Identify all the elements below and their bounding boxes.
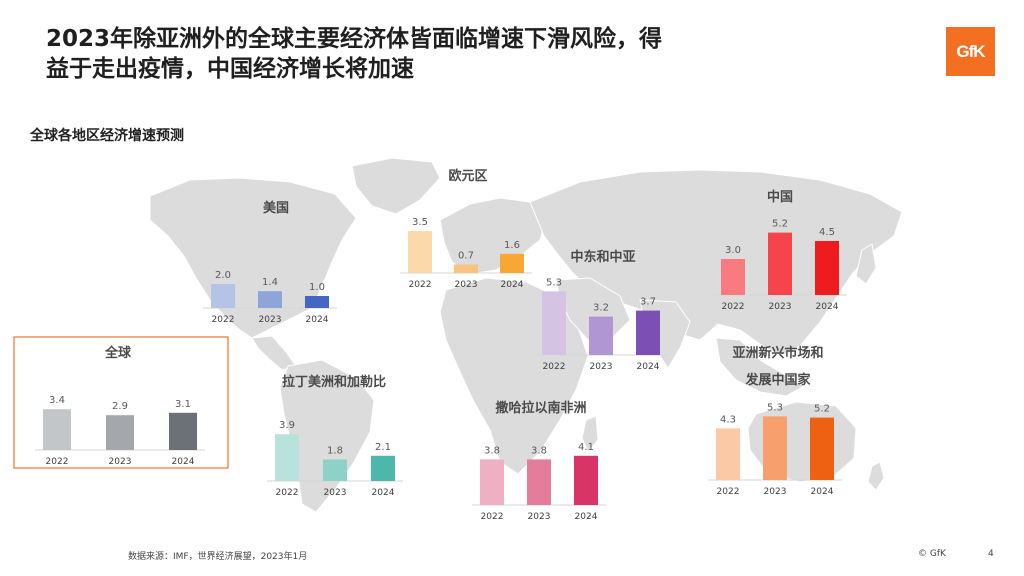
data-label: 4.3 [720,414,736,425]
japan-shape [855,243,877,285]
bar [305,296,329,308]
data-label: 2.9 [112,401,128,412]
data-label: 3.8 [484,445,500,456]
page-title: 2023年除亚洲外的全球主要经济体皆面临增速下滑风险，得 益于走出疫情，中国经济… [46,24,746,84]
tick-label: 2024 [816,302,839,312]
data-label: 2.0 [215,270,231,281]
data-label: 3.7 [640,297,656,308]
bar [371,455,395,481]
data-label: 1.8 [327,445,343,456]
bar [589,316,613,355]
tick-label: 2023 [259,315,282,325]
bar [454,264,478,273]
data-label: 5.2 [814,404,830,415]
tick-label: 2023 [324,488,347,498]
bar [810,417,834,480]
page-number: 4 [988,549,994,559]
data-label: 5.3 [767,402,783,413]
bar [721,259,745,295]
bar [574,455,598,505]
bar [716,428,740,480]
tick-label: 2022 [481,512,504,522]
data-label: 3.1 [175,399,191,410]
tick-label: 2023 [764,487,787,497]
bar [500,253,524,273]
chart-title: 欧元区 [448,168,487,184]
bar [636,310,660,355]
chart-title: 美国 [263,200,289,216]
southeast-asia-shape [715,337,806,397]
tick-label: 2022 [543,362,566,372]
data-label: 1.0 [309,282,325,293]
bar [43,409,71,450]
tick-label: 2024 [575,512,598,522]
greenland-shape [351,157,441,215]
bar [408,231,432,273]
bar [763,416,787,480]
madagascar-shape [581,415,599,453]
tick-label: 2023 [769,302,792,312]
title-line-1: 2023年除亚洲外的全球主要经济体皆面临增速下滑风险，得 [46,26,663,52]
data-label: 5.3 [546,277,562,288]
chart-title: 发展中国家 [744,372,811,388]
north-america-shape [149,177,357,339]
data-label: 3.8 [531,445,547,456]
chart-title: 拉丁美洲和加勒比 [282,374,386,390]
tick-label: 2022 [212,315,235,325]
data-label: 2.1 [375,442,391,453]
data-label: 4.1 [578,442,594,453]
copyright: © GfK [918,549,946,559]
data-label: 3.9 [279,420,295,431]
data-label: 0.7 [458,251,474,262]
data-label: 3.5 [412,217,428,228]
tick-label: 2024 [172,457,195,467]
data-label: 3.0 [725,245,741,256]
bar [211,284,235,308]
bar [542,291,566,355]
bar [323,459,347,481]
chart-title: 中东和中亚 [570,249,635,265]
chart-title: 亚洲新兴市场和 [732,345,823,361]
chart-title: 中国 [767,189,793,205]
chart-title: 全球 [104,345,132,361]
data-label: 1.4 [262,277,278,288]
new-zealand-shape [867,461,885,491]
tick-label: 2022 [276,488,299,498]
bar [815,241,839,295]
chart-title: 撒哈拉以南非洲 [495,400,586,416]
tick-label: 2024 [306,315,329,325]
gfk-logo: GfK [946,27,995,76]
bar [527,459,551,505]
bar [275,434,299,481]
tick-label: 2022 [717,487,740,497]
bar [106,415,134,450]
tick-label: 2023 [528,512,551,522]
bar [169,412,197,450]
tick-label: 2024 [372,488,395,498]
title-line-2: 益于走出疫情，中国经济增长将加速 [46,56,414,82]
tick-label: 2023 [109,457,132,467]
tick-label: 2024 [637,362,660,372]
tick-label: 2023 [590,362,613,372]
south-america-shape [279,359,375,513]
data-label: 1.6 [504,240,520,251]
data-label: 5.2 [772,219,788,230]
tick-label: 2024 [501,280,524,290]
chart-subtitle: 全球各地区经济增速预测 [30,128,184,144]
tick-label: 2022 [46,457,69,467]
tick-label: 2022 [409,280,432,290]
data-label: 3.2 [593,303,609,314]
bar [768,232,792,295]
data-label: 3.4 [49,395,65,406]
tick-label: 2024 [811,487,834,497]
data-label: 4.5 [819,227,835,238]
tick-label: 2023 [455,280,478,290]
tick-label: 2022 [722,302,745,312]
bar [480,459,504,505]
bar [258,291,282,308]
source-note: 数据来源：IMF，世界经济展望，2023年1月 [128,552,308,562]
